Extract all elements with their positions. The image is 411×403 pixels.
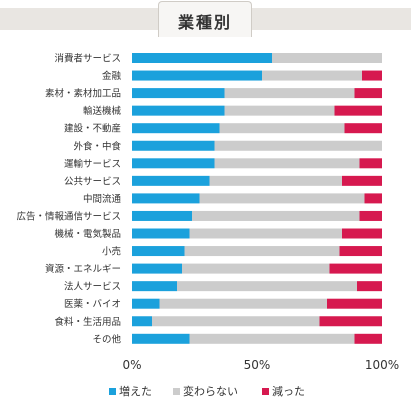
- x-tick-label: 50%: [244, 358, 271, 372]
- legend-label: 変わらない: [183, 384, 238, 398]
- bar-segment-3-2: [334, 105, 382, 116]
- bar-segment-1-1: [262, 70, 362, 81]
- bar-segment-5-0: [132, 140, 215, 151]
- bar-segment-6-0: [132, 158, 215, 169]
- legend-label: 増えた: [119, 385, 152, 398]
- category-label: 食料・生活用品: [54, 316, 121, 328]
- bar-segment-10-2: [342, 228, 382, 239]
- category-label: 運輸サービス: [64, 158, 121, 170]
- bar-segment-2-0: [132, 88, 225, 99]
- category-label: 建設・不動産: [64, 123, 121, 135]
- category-label: その他: [92, 333, 121, 345]
- bar-segment-4-2: [344, 123, 382, 134]
- bar-segment-10-1: [189, 228, 342, 239]
- x-tick-label: 100%: [365, 358, 399, 372]
- legend: 増えた 変わらない 減った: [109, 384, 305, 398]
- bar-segment-8-1: [199, 193, 365, 204]
- bar-segment-1-2: [362, 70, 382, 81]
- bar-segment-10-0: [132, 228, 190, 239]
- bar-segment-0-0: [132, 53, 272, 63]
- bar-segment-7-2: [342, 175, 382, 186]
- bar-segment-15-2: [319, 316, 382, 327]
- category-label: 広告・情報通信サービス: [16, 210, 121, 222]
- legend-swatch: [109, 388, 116, 395]
- bar-segment-11-2: [339, 246, 382, 257]
- x-tick-label: 0%: [122, 358, 141, 372]
- bar-segment-13-0: [132, 281, 177, 292]
- bar-segment-14-2: [327, 298, 382, 309]
- bar-segment-9-0: [132, 210, 192, 221]
- category-label: 金融: [102, 70, 122, 82]
- bar-segment-12-2: [329, 263, 382, 274]
- category-label: 外食・中食: [73, 140, 121, 152]
- category-label: 機械・電気製品: [54, 228, 121, 240]
- category-label: 法人サービス: [64, 281, 121, 293]
- bar-segment-9-1: [192, 210, 360, 221]
- category-label: 消費者サービス: [54, 53, 121, 65]
- legend-swatch: [173, 388, 180, 395]
- bar-segment-2-1: [224, 88, 355, 99]
- bar-segment-11-1: [184, 246, 340, 257]
- bar-segment-4-1: [219, 123, 345, 134]
- bar-segment-8-2: [364, 193, 382, 204]
- bar-segment-12-1: [182, 263, 330, 274]
- bar-segment-16-2: [354, 333, 382, 344]
- bar-segment-2-2: [354, 88, 382, 99]
- bar-segment-15-0: [132, 316, 152, 327]
- chart-title-bar: 業種別: [0, 0, 411, 40]
- bar-segment-3-0: [132, 105, 225, 116]
- category-label: 素材・素材加工品: [45, 88, 121, 100]
- bars-group: [132, 53, 382, 344]
- bar-segment-5-1: [214, 140, 382, 151]
- category-label: 中間流通: [83, 193, 122, 205]
- bar-segment-16-1: [189, 333, 355, 344]
- bar-segment-9-2: [359, 210, 382, 221]
- category-label: 輸送機械: [83, 105, 122, 117]
- bar-segment-3-1: [224, 105, 335, 116]
- legend-label: 減った: [272, 384, 305, 398]
- bar-segment-8-0: [132, 193, 200, 204]
- bar-segment-7-1: [209, 175, 342, 186]
- bar-segment-11-0: [132, 246, 185, 257]
- legend-swatch: [262, 388, 269, 395]
- bar-segment-6-2: [359, 158, 382, 169]
- bar-segment-14-1: [159, 298, 327, 309]
- bar-segment-0-1: [272, 53, 382, 63]
- bar-segment-6-1: [214, 158, 360, 169]
- title-tab: 業種別: [158, 1, 252, 37]
- bar-segment-4-0: [132, 123, 220, 134]
- category-label: 医薬・バイオ: [64, 298, 121, 310]
- bar-segment-13-1: [177, 281, 357, 292]
- bar-segment-13-2: [357, 281, 382, 292]
- bar-segment-7-0: [132, 175, 210, 186]
- bar-segment-1-0: [132, 70, 262, 81]
- x-axis-ticks: 0% 50% 100%: [122, 358, 399, 372]
- category-label: 公共サービス: [64, 176, 121, 187]
- bar-segment-15-1: [152, 316, 320, 327]
- bar-segment-12-0: [132, 263, 182, 274]
- category-label: 資源・エネルギー: [45, 263, 121, 275]
- bar-segment-14-0: [132, 298, 160, 309]
- chart-title: 業種別: [177, 13, 232, 32]
- category-label: 小売: [102, 246, 121, 258]
- category-labels: 消費者サービス金融素材・素材加工品輸送機械建設・不動産外食・中食運輸サービス公共…: [16, 53, 121, 346]
- bar-segment-16-0: [132, 333, 190, 344]
